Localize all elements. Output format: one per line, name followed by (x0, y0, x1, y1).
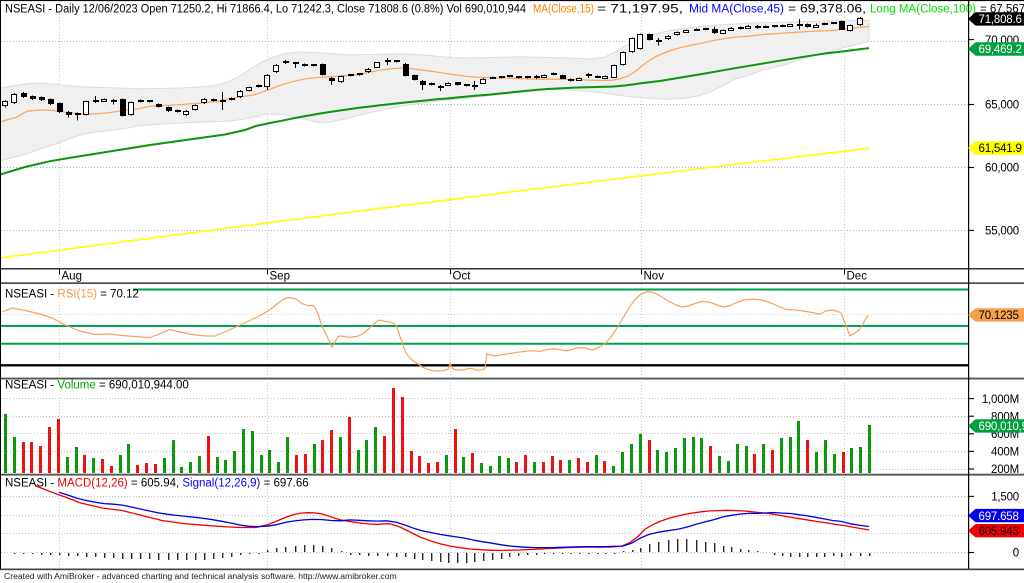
svg-text:Oct: Oct (453, 271, 472, 283)
svg-text:71,808.6: 71,808.6 (979, 14, 1022, 26)
svg-text:65,000: 65,000 (985, 100, 1019, 112)
svg-text:697.658: 697.658 (979, 511, 1019, 523)
svg-text:60,000: 60,000 (985, 163, 1019, 175)
svg-text:690,010,9: 690,010,9 (979, 421, 1024, 433)
svg-text:70.1235: 70.1235 (979, 310, 1019, 322)
svg-text:1,500: 1,500 (991, 492, 1019, 504)
svg-text:55,000: 55,000 (985, 226, 1019, 238)
svg-text:Created with AmiBroker - advan: Created with AmiBroker - advanced charti… (4, 571, 397, 581)
svg-text:Mid MA(Close,45): Mid MA(Close,45) (689, 4, 784, 16)
svg-text:200M: 200M (991, 464, 1019, 476)
svg-text:0: 0 (1013, 548, 1019, 560)
svg-text:NSEASI - Daily 12/06/2023 Open: NSEASI - Daily 12/06/2023 Open 71250.2, … (5, 4, 527, 16)
svg-text:NSEASI - Volume = 690,010,944.: NSEASI - Volume = 690,010,944.00 (5, 380, 189, 392)
svg-text:= 71,197.95,: = 71,197.95, (597, 4, 683, 16)
svg-text:Nov: Nov (644, 271, 665, 283)
svg-text:Long MA(Close,100): Long MA(Close,100) (870, 4, 976, 16)
svg-text:NSEASI - MACD(12,26) = 605.94,: NSEASI - MACD(12,26) = 605.94, Signal(12… (5, 478, 309, 490)
svg-text:NSEASI - RSI(15) = 70.12: NSEASI - RSI(15) = 70.12 (5, 289, 139, 301)
svg-text:400M: 400M (991, 447, 1019, 459)
svg-text:= 69,378.06,: = 69,378.06, (788, 4, 866, 16)
svg-text:Aug: Aug (62, 271, 82, 283)
svg-text:Dec: Dec (847, 271, 868, 283)
svg-text:61,541.9: 61,541.9 (979, 143, 1022, 155)
svg-text:1,000M: 1,000M (982, 394, 1019, 406)
svg-text:69,469.2: 69,469.2 (979, 44, 1022, 56)
svg-text:605.943: 605.943 (979, 526, 1019, 538)
svg-text:Sep: Sep (270, 271, 290, 283)
svg-text:MA(Close,15): MA(Close,15) (533, 4, 594, 16)
